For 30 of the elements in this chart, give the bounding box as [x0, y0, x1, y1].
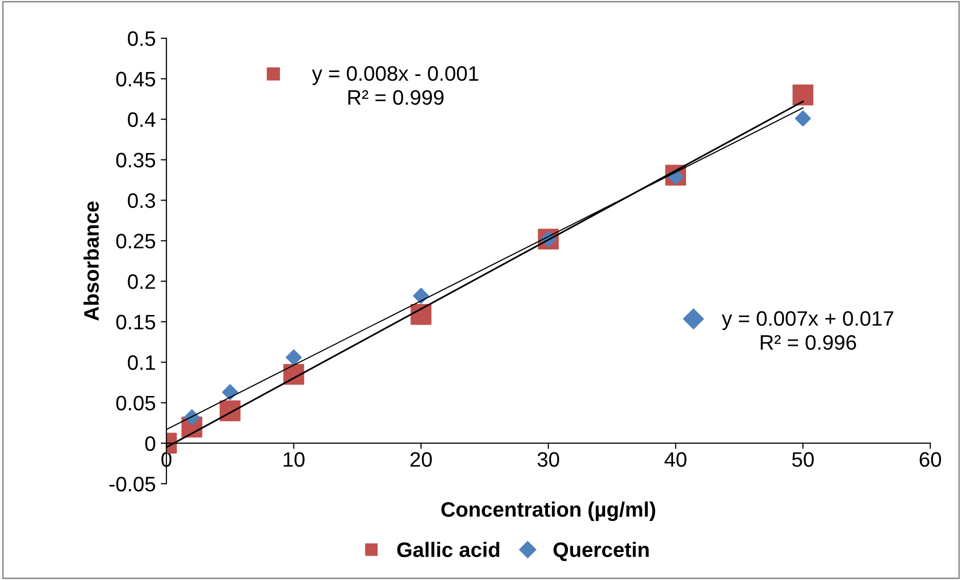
point	[413, 288, 430, 304]
legend-label: Quercetin	[554, 542, 649, 562]
y-tick-label: 0.1	[128, 355, 155, 370]
y-tick-label: 0.45	[116, 72, 156, 87]
legend-label: Gallic acid	[397, 542, 500, 558]
annotation: y = 0.007x + 0.017 R² = 0.996	[722, 311, 894, 350]
x-tick-label: 20	[410, 452, 432, 467]
y-axis-title: Absorbance	[84, 202, 99, 321]
y-tick-label: 0.15	[116, 314, 156, 330]
y-tick-label: 0.3	[128, 193, 156, 208]
y-tick-label: 0.05	[116, 396, 156, 410]
x-tick-label: 10	[284, 452, 305, 467]
y-tick-label: 0.35	[116, 152, 156, 168]
y-tick-label: 0.5	[128, 31, 156, 46]
x-axis-title: Concentration (µg/ml)	[441, 502, 656, 522]
x-tick-label: 30	[538, 452, 560, 467]
x-tick-label: 50	[792, 452, 814, 467]
point	[286, 349, 302, 366]
y-tick-label: 0	[145, 436, 156, 451]
point	[410, 304, 432, 325]
annotation: y = 0.008x - 0.001 R² = 0.999	[312, 66, 478, 105]
y-tick-label: 0.4	[128, 112, 156, 128]
point	[792, 84, 814, 106]
point	[794, 110, 811, 126]
x-tick-label: 40	[664, 452, 686, 467]
y-tick-label: -0.05	[109, 476, 156, 492]
x-tick-label: 60	[920, 452, 942, 467]
point	[222, 384, 238, 400]
y-tick-label: 0.25	[116, 234, 156, 249]
y-tick-label: 0.2	[128, 274, 155, 289]
